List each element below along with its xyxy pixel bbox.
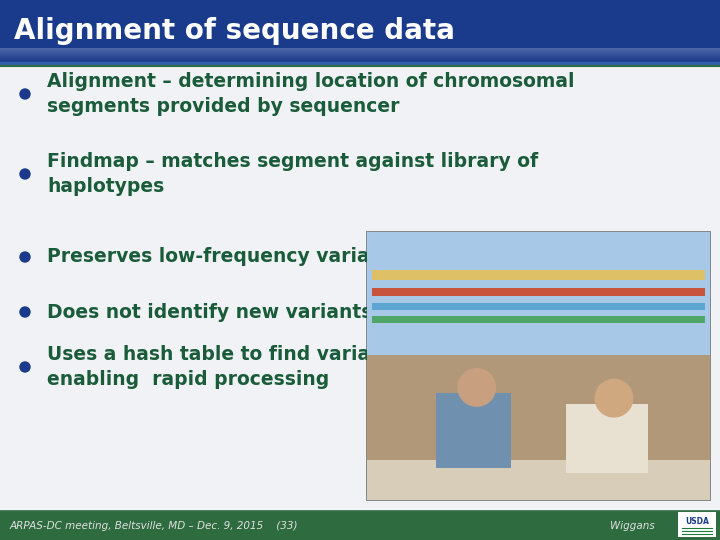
FancyBboxPatch shape — [0, 57, 720, 58]
Circle shape — [20, 252, 30, 262]
FancyBboxPatch shape — [0, 50, 720, 51]
FancyBboxPatch shape — [436, 393, 511, 468]
FancyBboxPatch shape — [372, 269, 705, 280]
FancyBboxPatch shape — [0, 0, 720, 62]
Text: USDA: USDA — [685, 517, 709, 526]
Circle shape — [20, 169, 30, 179]
FancyBboxPatch shape — [0, 53, 720, 54]
Text: Uses a hash table to find variant
enabling  rapid processing: Uses a hash table to find variant enabli… — [47, 346, 392, 389]
FancyBboxPatch shape — [0, 52, 720, 53]
Text: Findmap – matches segment against library of
haplotypes: Findmap – matches segment against librar… — [47, 152, 538, 195]
FancyBboxPatch shape — [367, 355, 710, 500]
Text: Preserves low-frequency variants: Preserves low-frequency variants — [47, 247, 403, 267]
FancyBboxPatch shape — [372, 303, 705, 310]
FancyBboxPatch shape — [566, 403, 648, 473]
FancyBboxPatch shape — [0, 56, 720, 57]
FancyBboxPatch shape — [372, 288, 705, 296]
FancyBboxPatch shape — [367, 232, 710, 500]
Circle shape — [595, 380, 633, 417]
Text: Wiggans: Wiggans — [610, 521, 654, 531]
Text: Alignment – determining location of chromosomal
segments provided by sequencer: Alignment – determining location of chro… — [47, 72, 575, 116]
FancyBboxPatch shape — [366, 231, 711, 501]
FancyBboxPatch shape — [367, 232, 710, 355]
Text: Does not identify new variants: Does not identify new variants — [47, 302, 372, 321]
Circle shape — [20, 89, 30, 99]
Circle shape — [458, 369, 495, 406]
Circle shape — [20, 307, 30, 317]
FancyBboxPatch shape — [678, 512, 716, 537]
FancyBboxPatch shape — [0, 55, 720, 56]
Circle shape — [20, 362, 30, 372]
FancyBboxPatch shape — [0, 510, 720, 540]
FancyBboxPatch shape — [0, 48, 720, 49]
Text: ARPAS-DC meeting, Beltsville, MD – Dec. 9, 2015    (33): ARPAS-DC meeting, Beltsville, MD – Dec. … — [10, 521, 299, 531]
FancyBboxPatch shape — [367, 460, 710, 500]
FancyBboxPatch shape — [372, 316, 705, 323]
Text: Alignment of sequence data: Alignment of sequence data — [14, 17, 455, 45]
FancyBboxPatch shape — [0, 51, 720, 52]
FancyBboxPatch shape — [0, 58, 720, 59]
FancyBboxPatch shape — [0, 54, 720, 55]
FancyBboxPatch shape — [0, 49, 720, 50]
